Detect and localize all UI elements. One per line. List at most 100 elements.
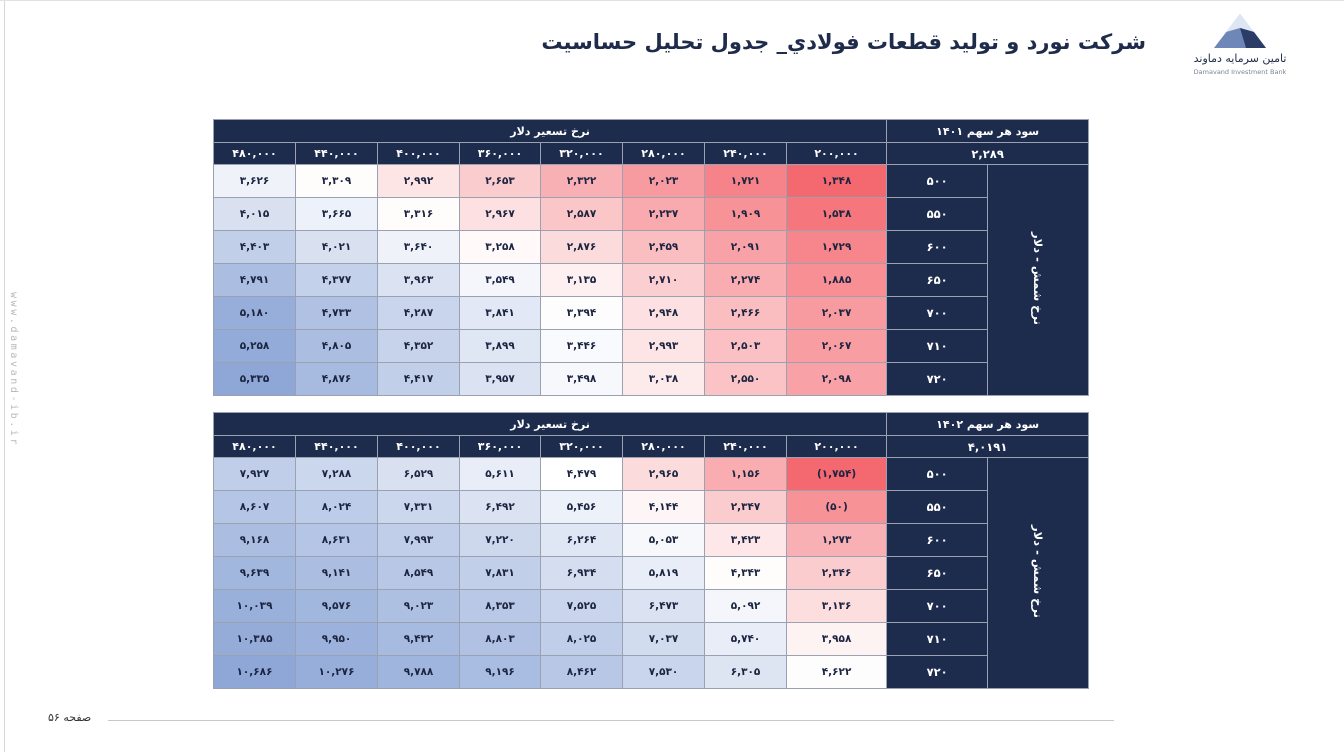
table-cell: ۱۰,۶۸۶ bbox=[213, 655, 296, 689]
column-header: ۲۰۰,۰۰۰ bbox=[785, 142, 888, 165]
table-cell: ۳,۵۴۹ bbox=[459, 263, 541, 297]
table-cell: ۷,۸۳۱ bbox=[459, 556, 541, 590]
table-cell: ۲,۸۷۶ bbox=[540, 230, 623, 264]
table-cell: ۴,۴۷۹ bbox=[540, 457, 623, 491]
table-row: ۵,۲۵۸ ۴,۸۰۵ ۴,۳۵۲ ۳,۸۹۹ ۳,۴۴۶ ۲,۹۹۳ ۲,۵۰… bbox=[213, 329, 1089, 363]
page-title: شرکت نورد و تولید قطعات فولادي_ جدول تحل… bbox=[541, 30, 1146, 54]
table-cell: ۲,۴۵۹ bbox=[622, 230, 705, 264]
table-cell: ۵,۳۳۵ bbox=[213, 362, 296, 396]
table-cell: ۲,۵۵۰ bbox=[704, 362, 787, 396]
table-cell: ۱۰,۲۷۶ bbox=[295, 655, 378, 689]
table-cell: ۱,۲۷۳ bbox=[785, 523, 888, 557]
row-header-text: نرخ شمش - دلار bbox=[1031, 232, 1046, 325]
table-cell: ۴,۸۷۶ bbox=[295, 362, 378, 396]
table-cell: ۳,۹۶۳ bbox=[377, 263, 460, 297]
table-cell: ۱,۷۲۱ bbox=[704, 164, 787, 198]
logo-subtitle: Damavand Investment Bank bbox=[1193, 68, 1287, 76]
table-cell: ۴,۳۵۲ bbox=[377, 329, 460, 363]
row-label: ۷۲۰ bbox=[886, 362, 989, 396]
table-cell: ۵,۰۹۲ bbox=[704, 589, 787, 623]
table-cell: ۳,۶۶۵ bbox=[295, 197, 378, 231]
table-cell: ۳,۱۳۶ bbox=[785, 589, 888, 623]
table-cell: ۵,۲۵۸ bbox=[213, 329, 296, 363]
page-number: صفحه ۵۶ bbox=[48, 711, 92, 724]
table-cell: ۵,۴۵۶ bbox=[540, 490, 623, 524]
column-header: ۴۴۰,۰۰۰ bbox=[295, 435, 378, 458]
table-cell: ۳,۴۲۳ bbox=[704, 523, 787, 557]
table-cell: ۲,۹۹۲ bbox=[377, 164, 460, 198]
table-cell: ۷,۹۹۳ bbox=[377, 523, 460, 557]
page-frame-top bbox=[0, 0, 1344, 1]
table-cell: ۳,۸۴۱ bbox=[459, 296, 541, 330]
table-cell: ۷,۲۸۸ bbox=[295, 457, 378, 491]
table-cell: ۵,۷۴۰ bbox=[704, 622, 787, 656]
table-cell: ۸,۶۳۱ bbox=[295, 523, 378, 557]
table-cell: ۳,۳۹۴ bbox=[540, 296, 623, 330]
table-cell: ۲,۷۱۰ bbox=[622, 263, 705, 297]
table-cell: ۲,۳۴۷ bbox=[704, 490, 787, 524]
sensitivity-table-1401: نرخ تسعیر دلار سود هر سهم ۱۴۰۱ ۴۸۰,۰۰۰ ۴… bbox=[212, 119, 1090, 396]
column-header: ۳۶۰,۰۰۰ bbox=[459, 435, 541, 458]
row-label: ۵۵۰ bbox=[886, 197, 989, 231]
row-header-title: نرخ شمش - دلار bbox=[987, 457, 1090, 689]
table-cell: ۴,۳۴۳ bbox=[704, 556, 787, 590]
column-header: ۴۸۰,۰۰۰ bbox=[213, 435, 296, 458]
table-cell: ۴,۱۴۴ bbox=[622, 490, 705, 524]
table-cell: ۸,۸۰۳ bbox=[459, 622, 541, 656]
table-cell: ۲,۹۹۳ bbox=[622, 329, 705, 363]
table-cell: ۹,۱۶۸ bbox=[213, 523, 296, 557]
table-row: ۴,۰۱۵ ۳,۶۶۵ ۳,۳۱۶ ۲,۹۶۷ ۲,۵۸۷ ۲,۲۳۷ ۱,۹۰… bbox=[213, 197, 1089, 231]
table-cell: ۳,۲۵۸ bbox=[459, 230, 541, 264]
table-cell: ۵,۱۸۰ bbox=[213, 296, 296, 330]
table-cell: ۷,۲۲۰ bbox=[459, 523, 541, 557]
table-cell: ۱۰,۰۳۹ bbox=[213, 589, 296, 623]
table-cell: ۱,۸۸۵ bbox=[785, 263, 888, 297]
page-frame-left bbox=[4, 0, 5, 752]
row-label: ۷۱۰ bbox=[886, 622, 989, 656]
column-header: ۴۰۰,۰۰۰ bbox=[377, 435, 460, 458]
row-label: ۶۵۰ bbox=[886, 263, 989, 297]
table-cell: ۲,۵۰۳ bbox=[704, 329, 787, 363]
column-header-title: نرخ تسعیر دلار bbox=[212, 412, 888, 436]
column-header: ۲۴۰,۰۰۰ bbox=[704, 142, 787, 165]
table-cell: ۳,۹۵۷ bbox=[459, 362, 541, 396]
table-cell: ۶,۵۲۹ bbox=[377, 457, 460, 491]
table-row: ۴,۴۰۳ ۴,۰۲۱ ۳,۶۴۰ ۳,۲۵۸ ۲,۸۷۶ ۲,۴۵۹ ۲,۰۹… bbox=[213, 230, 1089, 264]
table-cell: ۷,۵۳۰ bbox=[622, 655, 705, 689]
column-header: ۳۲۰,۰۰۰ bbox=[540, 142, 623, 165]
table-title: سود هر سهم ۱۴۰۱ bbox=[886, 119, 1090, 143]
table-cell: ۹,۶۳۹ bbox=[213, 556, 296, 590]
table-cell: ۵,۰۵۳ bbox=[622, 523, 705, 557]
column-header: ۴۴۰,۰۰۰ bbox=[295, 142, 378, 165]
mountain-logo-icon bbox=[1214, 14, 1266, 48]
table-row: ۳,۶۲۶ ۳,۳۰۹ ۲,۹۹۲ ۲,۶۵۳ ۲,۳۲۲ ۲,۰۲۳ ۱,۷۲… bbox=[213, 164, 1090, 396]
table-cell: ۲,۵۸۷ bbox=[540, 197, 623, 231]
table-cell: ۶,۳۰۵ bbox=[704, 655, 787, 689]
table-row: ۹,۱۶۸ ۸,۶۳۱ ۷,۹۹۳ ۷,۲۲۰ ۶,۲۶۴ ۵,۰۵۳ ۳,۴۲… bbox=[213, 523, 1089, 557]
table-cell: ۴,۷۳۳ bbox=[295, 296, 378, 330]
row-label: ۷۱۰ bbox=[886, 329, 989, 363]
row-label: ۶۵۰ bbox=[886, 556, 989, 590]
table-cell: ۵,۸۱۹ bbox=[622, 556, 705, 590]
table-row: ۱۰,۶۸۶ ۱۰,۲۷۶ ۹,۷۸۸ ۹,۱۹۶ ۸,۴۶۲ ۷,۵۳۰ ۶,… bbox=[213, 655, 1089, 689]
table-cell: ۲,۰۹۸ bbox=[785, 362, 888, 396]
table-cell: ۲,۰۶۷ bbox=[785, 329, 888, 363]
base-value: ۲,۲۸۹ bbox=[886, 142, 1090, 165]
row-label: ۶۰۰ bbox=[886, 523, 989, 557]
table-cell: ۸,۳۵۳ bbox=[459, 589, 541, 623]
footer-divider bbox=[108, 720, 1114, 721]
table-cell: ۴,۴۰۳ bbox=[213, 230, 296, 264]
table-cell: ۱۰,۳۸۵ bbox=[213, 622, 296, 656]
table-cell: ۲,۰۹۱ bbox=[704, 230, 787, 264]
column-header: ۲۰۰,۰۰۰ bbox=[785, 435, 888, 458]
logo-name: تامین سرمایه دماوند bbox=[1193, 52, 1287, 65]
row-label: ۵۰۰ bbox=[886, 164, 989, 198]
row-label: ۵۵۰ bbox=[886, 490, 989, 524]
table-cell: ۹,۱۴۱ bbox=[295, 556, 378, 590]
table-cell: ۹,۷۸۸ bbox=[377, 655, 460, 689]
table-cell: ۷,۵۲۵ bbox=[540, 589, 623, 623]
table-cell: ۱,۳۴۸ bbox=[785, 164, 888, 198]
table-cell: ۳,۰۳۸ bbox=[622, 362, 705, 396]
table-cell: ۳,۱۳۵ bbox=[540, 263, 623, 297]
table-cell: ۲,۹۶۵ bbox=[622, 457, 705, 491]
